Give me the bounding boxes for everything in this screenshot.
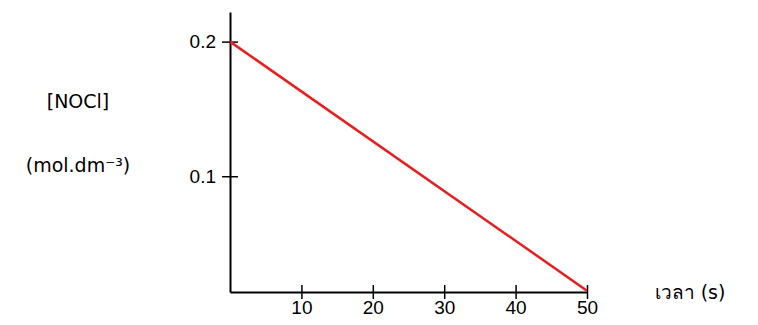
tick: 20: [363, 285, 384, 318]
tick-label: 40: [506, 297, 527, 318]
x-label: เวลา (s): [655, 281, 726, 303]
tick-label: 50: [577, 297, 598, 318]
y-label: [NOCl] (mol.dm⁻³): [26, 90, 131, 176]
x-axis: 10 20 30 40 50: [231, 285, 599, 318]
y-label-line: (mol.dm⁻³): [26, 154, 131, 176]
y-label-line: [NOCl]: [47, 90, 110, 112]
tick: 40: [506, 285, 527, 318]
tick: 10: [291, 285, 312, 318]
tick-label: 10: [291, 297, 312, 318]
tick-label: 30: [434, 297, 455, 318]
tick-label: 0.1: [190, 166, 216, 187]
axis-line: [230, 13, 232, 293]
tick: 50: [577, 285, 598, 318]
tick-label: 20: [363, 297, 384, 318]
tick-mark: [222, 176, 238, 178]
tick: 0.1: [190, 166, 238, 187]
tick: 30: [434, 285, 455, 318]
data-line: [230, 42, 587, 291]
tick-label: 0.2: [190, 31, 216, 52]
plot-area: [230, 42, 587, 291]
y-axis: 0.1 0.2: [190, 13, 238, 293]
chart: 10 20 30 40 50 0.1 0.2 [NOCl] (mol.dm⁻³) เวลา (s): [0, 0, 758, 325]
axis-line: [231, 292, 588, 294]
